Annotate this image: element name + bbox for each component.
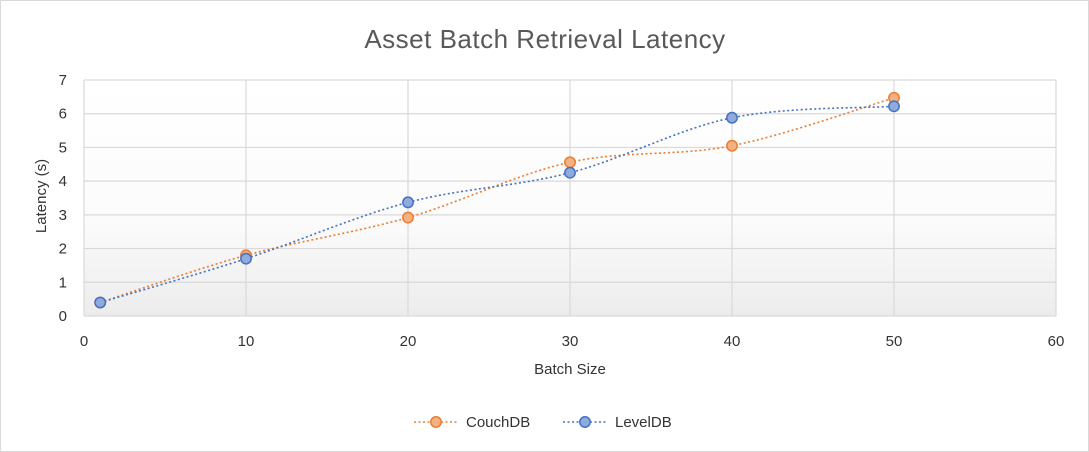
- legend-marker: [579, 416, 591, 428]
- y-tick-label: 4: [59, 173, 67, 190]
- x-tick-label: 40: [724, 333, 741, 350]
- x-tick-label: 10: [238, 333, 255, 350]
- data-point: [402, 196, 414, 209]
- series-leveldb: [94, 100, 900, 309]
- legend-item-couchdb: CouchDB: [414, 414, 530, 431]
- data-point: [402, 211, 414, 224]
- data-point: [726, 139, 738, 152]
- legend-marker: [430, 416, 442, 428]
- series-layer: [94, 91, 900, 309]
- data-point: [564, 166, 576, 179]
- y-tick-label: 6: [59, 106, 67, 123]
- x-tick-label: 60: [1048, 333, 1065, 350]
- data-point: [564, 156, 576, 169]
- x-tick-label: 0: [80, 333, 88, 350]
- y-axis-label: Latency (s): [33, 159, 50, 233]
- legend: CouchDB LevelDB: [414, 414, 672, 431]
- y-tick-label: 1: [59, 274, 67, 291]
- y-tick-label: 0: [59, 308, 67, 325]
- data-point: [94, 296, 107, 309]
- chart-title: Asset Batch Retrieval Latency: [364, 24, 725, 54]
- legend-label: LevelDB: [615, 414, 672, 431]
- data-point: [888, 100, 900, 113]
- legend-label: CouchDB: [466, 414, 530, 431]
- y-tick-label: 2: [59, 241, 67, 258]
- y-tick-label: 7: [59, 72, 67, 89]
- x-axis-label: Batch Size: [534, 361, 606, 378]
- series-line: [99, 105, 895, 304]
- x-tick-label: 50: [886, 333, 903, 350]
- tick-labels: 0 1 2 3 4 5 6 7 0 10 20 30 40 50 60: [59, 72, 1065, 350]
- data-point: [726, 111, 738, 124]
- x-tick-label: 20: [400, 333, 417, 350]
- data-point: [240, 252, 252, 265]
- y-tick-label: 3: [59, 207, 67, 224]
- y-tick-label: 5: [59, 139, 67, 156]
- x-tick-label: 30: [562, 333, 579, 350]
- legend-item-leveldb: LevelDB: [563, 414, 672, 431]
